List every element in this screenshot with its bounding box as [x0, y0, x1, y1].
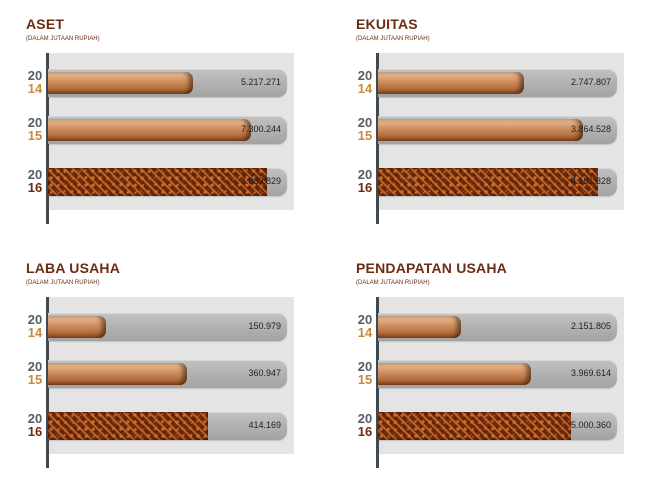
bar [378, 363, 532, 385]
year-label-year: 14 [27, 81, 43, 96]
bar-row: 20 15 7.300.244 [26, 114, 296, 148]
year-label-year: 14 [357, 325, 373, 340]
year-label: 20 16 [26, 168, 44, 194]
bar-row: 20 16 7.889.829 [26, 166, 296, 200]
bar-row: 20 15 360.947 [26, 358, 296, 392]
y-axis-line [46, 53, 49, 224]
year-label-year: 16 [357, 180, 373, 195]
year-label-century: 20 [27, 68, 43, 83]
chart-subtitle: (DALAM JUTAAN RUPIAH) [26, 36, 100, 42]
year-label-year: 16 [27, 180, 43, 195]
bar-row: 20 14 2.747.807 [356, 67, 626, 101]
bar [48, 363, 188, 385]
year-label-year: 14 [357, 81, 373, 96]
chart-title: PENDAPATAN USAHA [356, 260, 507, 276]
bar [48, 168, 268, 196]
year-label: 20 16 [26, 412, 44, 438]
data-label: 3.864.528 [570, 124, 611, 134]
year-label-century: 20 [27, 115, 43, 130]
year-label: 20 14 [26, 69, 44, 95]
bar [48, 119, 251, 141]
chart-panel-aset: ASET (DALAM JUTAAN RUPIAH) 20 14 5.217.271 20… [26, 16, 296, 226]
data-label: 2.747.807 [570, 77, 611, 87]
year-label-century: 20 [357, 411, 373, 426]
year-label-century: 20 [357, 359, 373, 374]
y-axis-line [376, 297, 379, 468]
bar [378, 168, 599, 196]
bar [378, 119, 584, 141]
data-label: 5.000.360 [570, 420, 611, 430]
bar [48, 72, 193, 94]
bar [378, 316, 461, 338]
bar [378, 412, 571, 440]
year-label-century: 20 [27, 312, 43, 327]
y-axis-line [46, 297, 49, 468]
year-label-year: 16 [357, 424, 373, 439]
chart-title: EKUITAS [356, 16, 418, 32]
year-label: 20 15 [26, 360, 44, 386]
data-label: 3.969.614 [570, 368, 611, 378]
year-label: 20 15 [356, 116, 374, 142]
year-label: 20 15 [26, 116, 44, 142]
year-label: 20 16 [356, 412, 374, 438]
year-label-century: 20 [27, 411, 43, 426]
data-label: 150.979 [248, 321, 281, 331]
data-label: 414.169 [248, 420, 281, 430]
chart-title: LABA USAHA [26, 260, 121, 276]
year-label: 20 16 [356, 168, 374, 194]
year-label-year: 15 [27, 128, 43, 143]
bar-row: 20 16 5.000.360 [356, 410, 626, 444]
data-label: 7.300.244 [240, 124, 281, 134]
chart-title: ASET [26, 16, 65, 32]
bar-row: 20 15 3.969.614 [356, 358, 626, 392]
chart-panel-laba-usaha: LABA USAHA (DALAM JUTAAN RUPIAH) 20 14 150.9… [26, 260, 296, 470]
bar [378, 72, 524, 94]
bar-row: 20 15 3.864.528 [356, 114, 626, 148]
bar-row: 20 14 150.979 [26, 311, 296, 345]
bar-row: 20 16 414.169 [26, 410, 296, 444]
bar [48, 316, 107, 338]
year-label-century: 20 [27, 359, 43, 374]
chart-panel-ekuitas: EKUITAS (DALAM JUTAAN RUPIAH) 20 14 2.747.80… [356, 16, 626, 226]
data-label: 7.889.829 [240, 176, 281, 186]
year-label-year: 15 [357, 372, 373, 387]
data-label: 360.947 [248, 368, 281, 378]
year-label: 20 14 [356, 313, 374, 339]
year-label-century: 20 [357, 115, 373, 130]
year-label: 20 15 [356, 360, 374, 386]
data-label: 5.217.271 [240, 77, 281, 87]
year-label-century: 20 [27, 167, 43, 182]
bar-row: 20 14 2.151.805 [356, 311, 626, 345]
year-label-century: 20 [357, 312, 373, 327]
data-label: 2.151.805 [570, 321, 611, 331]
chart-panel-pendapatan-usaha: PENDAPATAN USAHA (DALAM JUTAAN RUPIAH) 20 1… [356, 260, 626, 470]
year-label-year: 14 [27, 325, 43, 340]
year-label-year: 15 [357, 128, 373, 143]
year-label-year: 16 [27, 424, 43, 439]
chart-subtitle: (DALAM JUTAAN RUPIAH) [26, 280, 100, 286]
year-label: 20 14 [356, 69, 374, 95]
year-label-year: 15 [27, 372, 43, 387]
year-label: 20 14 [26, 313, 44, 339]
year-label-century: 20 [357, 68, 373, 83]
year-label-century: 20 [357, 167, 373, 182]
bar [48, 412, 208, 440]
bar-row: 20 14 5.217.271 [26, 67, 296, 101]
bar-row: 20 16 4.151.328 [356, 166, 626, 200]
y-axis-line [376, 53, 379, 224]
chart-subtitle: (DALAM JUTAAN RUPIAH) [356, 36, 430, 42]
data-label: 4.151.328 [570, 176, 611, 186]
chart-subtitle: (DALAM JUTAAN RUPIAH) [356, 280, 430, 286]
